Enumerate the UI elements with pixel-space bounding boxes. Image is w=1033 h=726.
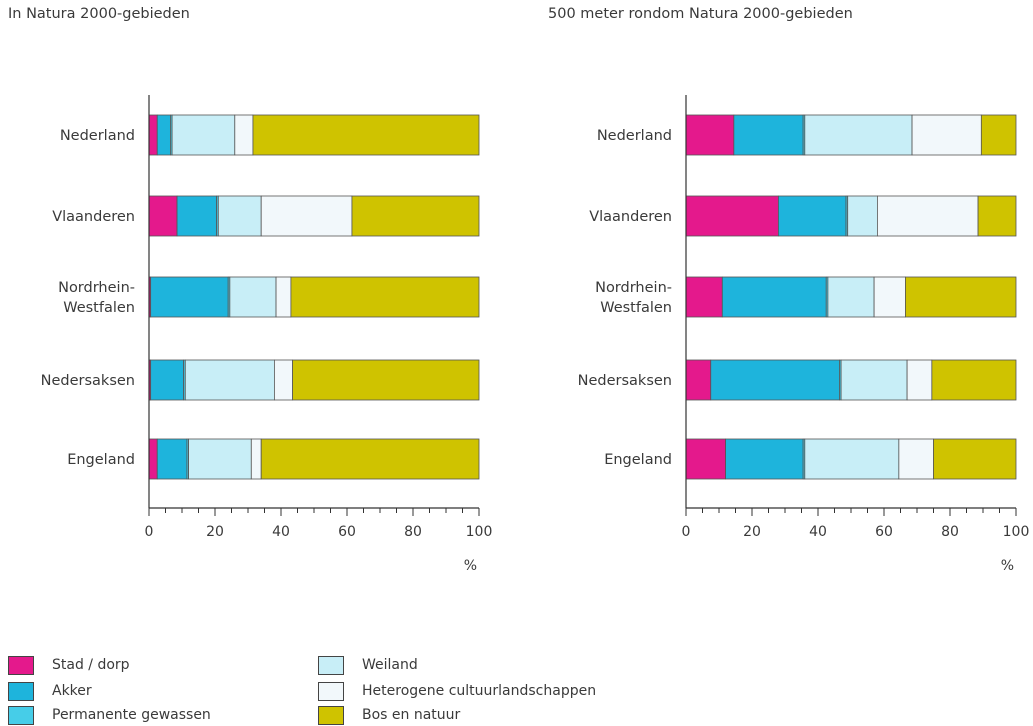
category-label-nordrhein-westfalen-line-1: Nordrhein- [595,280,672,296]
chart-title-right: 500 meter rondom Natura 2000-gebieden [548,6,853,22]
legend-swatch-permanente-gewassen [8,705,34,725]
bar-vlaanderen-heterogene-cultuurlandschappen [260,195,353,237]
legend-item-akker: Akker [8,680,92,702]
bar-nordrhein-westfalen-stad-dorp [685,276,723,318]
legend-label-permanente-gewassen: Permanente gewassen [52,707,211,723]
bar-nordrhein-westfalen-bos-en-natuur [290,276,480,318]
bar-nedersaksen-bos-en-natuur [292,359,480,401]
legend-label-akker: Akker [52,683,92,699]
legend-label-stad-dorp: Stad / dorp [52,657,130,673]
bar-engeland-stad-dorp [685,438,726,480]
bar-nordrhein-westfalen-akker [721,276,827,318]
x-tick-label-80: 80 [404,524,422,540]
bar-nederland-stad-dorp [148,114,158,156]
category-label-nederland: Nederland [60,128,135,144]
x-tick-label-40: 40 [809,524,827,540]
bar-vlaanderen-bos-en-natuur [977,195,1017,237]
bar-nedersaksen-weiland [840,359,908,401]
legend-item-bos-en-natuur: Bos en natuur [318,704,460,726]
bar-nederland-stad-dorp [685,114,735,156]
x-axis-unit: % [1001,558,1014,574]
bar-vlaanderen-akker [176,195,218,237]
bar-engeland-akker [725,438,804,480]
bar-engeland-akker [156,438,188,480]
x-tick-label-40: 40 [272,524,290,540]
bar-vlaanderen-stad-dorp [148,195,178,237]
x-tick-label-100: 100 [466,524,493,540]
bar-nordrhein-westfalen-bos-en-natuur [905,276,1017,318]
charts-canvas: Nederland Vlaanderen Nordrhein- Westfalen Ne… [41,95,1030,574]
bar-vlaanderen-bos-en-natuur [351,195,480,237]
legend-swatch-heterogene [318,681,344,701]
bar-nederland-bos-en-natuur [980,114,1017,156]
bar-nedersaksen-heterogene-cultuurlandschappen [273,359,293,401]
legend-item-stad-dorp: Stad / dorp [8,654,130,676]
bar-nedersaksen-stad-dorp [685,359,712,401]
chart-title-left: In Natura 2000-gebieden [8,6,190,22]
bar-engeland-weiland [804,438,900,480]
bar-vlaanderen-heterogene-cultuurlandschappen [877,195,979,237]
category-label-vlaanderen: Vlaanderen [52,209,135,225]
x-axis-unit: % [464,558,477,574]
bar-engeland-weiland [188,438,252,480]
category-label-engeland: Engeland [67,452,135,468]
bar-nordrhein-westfalen-akker [150,276,229,318]
x-tick-label-60: 60 [875,524,893,540]
bar-engeland-bos-en-natuur [260,438,480,480]
category-label-nordrhein-westfalen-line-2: Westfalen [600,300,672,316]
x-tick-label-60: 60 [338,524,356,540]
bar-nedersaksen-akker [710,359,840,401]
legend-swatch-bos-en-natuur [318,705,344,725]
bar-nederland-bos-en-natuur [252,114,480,156]
legend-item-weiland: Weiland [318,654,418,676]
bar-nederland-akker [733,114,804,156]
bar-nedersaksen-bos-en-natuur [931,359,1017,401]
bar-nedersaksen-weiland [184,359,275,401]
category-label-nordrhein-westfalen-line-2: Westfalen [63,300,135,316]
bar-vlaanderen-akker [778,195,847,237]
bar-nederland-weiland [804,114,913,156]
x-tick-label-20: 20 [206,524,224,540]
legend-label-bos-en-natuur: Bos en natuur [362,707,461,723]
bar-nederland-akker [156,114,171,156]
legend-label-heterogene: Heterogene cultuurlandschappen [362,683,597,699]
bar-vlaanderen-weiland [217,195,262,237]
bar-engeland-stad-dorp [148,438,158,480]
category-label-nederland: Nederland [597,128,672,144]
x-tick-label-80: 80 [941,524,959,540]
legend-swatch-stad-dorp [8,655,34,675]
x-tick-label-20: 20 [743,524,761,540]
bar-nedersaksen-heterogene-cultuurlandschappen [906,359,933,401]
legend-item-heterogene: Heterogene cultuurlandschappen [318,680,596,702]
bar-nederland-heterogene-cultuurlandschappen [234,114,254,156]
bar-vlaanderen-weiland [847,195,878,237]
x-tick-label-0: 0 [682,524,691,540]
bar-engeland-bos-en-natuur [933,438,1017,480]
legend-item-permanente-gewassen: Permanente gewassen [8,704,211,726]
category-label-nordrhein-westfalen-line-1: Nordrhein- [58,280,135,296]
bar-nordrhein-westfalen-weiland [229,276,277,318]
bar-nederland-weiland [171,114,236,156]
legend-label-weiland: Weiland [362,657,418,673]
category-label-nedersaksen: Nedersaksen [41,373,135,389]
bar-nordrhein-westfalen-weiland [827,276,875,318]
category-label-vlaanderen: Vlaanderen [589,209,672,225]
bar-nordrhein-westfalen-heterogene-cultuurlandschappen [275,276,292,318]
legend-swatch-akker [8,681,34,701]
x-tick-label-0: 0 [145,524,154,540]
category-label-nedersaksen: Nedersaksen [578,373,672,389]
bar-vlaanderen-stad-dorp [685,195,779,237]
category-label-engeland: Engeland [604,452,672,468]
bar-nordrhein-westfalen-heterogene-cultuurlandschappen [873,276,906,318]
bar-nedersaksen-akker [150,359,185,401]
x-tick-label-100: 100 [1003,524,1030,540]
bar-nederland-heterogene-cultuurlandschappen [911,114,982,156]
bar-engeland-heterogene-cultuurlandschappen [250,438,262,480]
bar-engeland-heterogene-cultuurlandschappen [898,438,934,480]
legend-swatch-weiland [318,655,344,675]
